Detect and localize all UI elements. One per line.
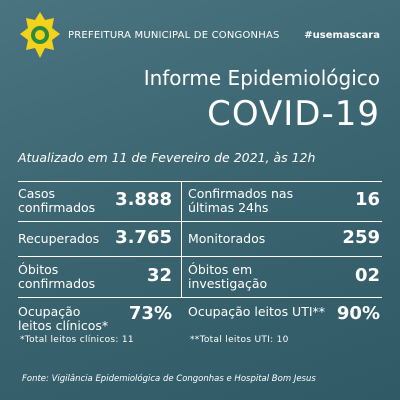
stat-value: 16	[354, 189, 380, 210]
stat-value: 73%	[128, 303, 172, 324]
source: Fonte: Vigilância Epidemiológica de Cong…	[22, 374, 316, 384]
divider	[18, 297, 382, 298]
stat-value: 90%	[336, 303, 380, 324]
stat-label: Confirmados nas últimas 24hs	[188, 186, 294, 215]
stat-label: Casos confirmados	[18, 186, 96, 215]
updated-at: Atualizado em 11 de Fevereiro de 2021, à…	[18, 150, 316, 165]
report-title: Informe Epidemiológico	[143, 66, 380, 90]
header-title: PREFEITURA MUNICIPAL DE CONGONHAS	[68, 30, 280, 41]
stat-label: Ocupação leitos UTI**	[188, 304, 326, 319]
stat-value: 259	[342, 226, 380, 248]
divider	[18, 256, 382, 257]
stat-value: 3.888	[115, 189, 172, 210]
divider	[18, 221, 382, 222]
stat-note: *Total leitos clínicos: 11	[20, 335, 134, 345]
divider	[18, 181, 382, 182]
stat-label: Recuperados	[18, 230, 100, 246]
stat-label: Óbitos confirmados	[18, 261, 96, 291]
stat-note: **Total leitos UTI: 10	[190, 335, 289, 345]
stat-label: Monitorados	[188, 230, 266, 246]
stat-label: Óbitos em investigação	[188, 261, 268, 291]
divider	[181, 181, 182, 297]
logo	[20, 12, 60, 58]
stat-label: Ocupação leitos clínicos*	[18, 304, 109, 333]
hashtag: #usemascara	[304, 30, 380, 41]
stat-value: 32	[146, 264, 172, 286]
stat-value: 3.765	[115, 226, 172, 248]
stat-value: 02	[354, 264, 380, 286]
report-subtitle: COVID-19	[207, 94, 380, 134]
